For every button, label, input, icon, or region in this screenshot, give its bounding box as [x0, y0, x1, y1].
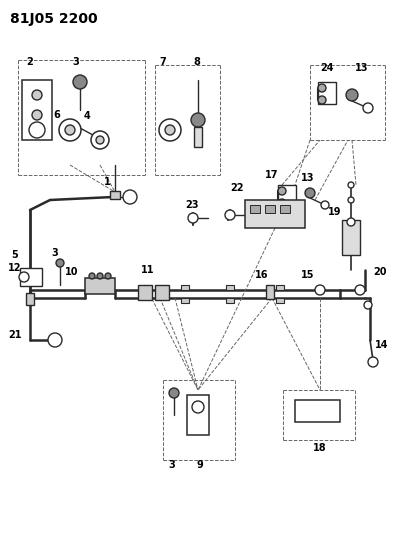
Circle shape	[65, 125, 75, 135]
Text: 5: 5	[12, 250, 19, 260]
Bar	[318, 82, 336, 104]
Text: 9: 9	[197, 460, 203, 470]
Circle shape	[19, 272, 29, 282]
Text: 20: 20	[373, 267, 387, 277]
Bar	[20, 268, 42, 286]
Text: 14: 14	[375, 340, 389, 350]
Circle shape	[315, 285, 325, 295]
Circle shape	[348, 197, 354, 203]
Text: 23: 23	[185, 200, 199, 210]
Text: 7: 7	[160, 57, 166, 67]
Text: 13: 13	[355, 63, 369, 73]
Circle shape	[89, 273, 95, 279]
Bar	[295, 400, 340, 422]
Text: 11: 11	[141, 265, 155, 275]
Circle shape	[278, 199, 286, 207]
Circle shape	[32, 110, 42, 120]
Circle shape	[278, 187, 286, 195]
Circle shape	[191, 113, 205, 127]
Bar	[181, 285, 189, 290]
Text: 1: 1	[104, 177, 110, 187]
Circle shape	[368, 357, 378, 367]
Bar	[26, 293, 34, 305]
Circle shape	[29, 122, 45, 138]
Circle shape	[347, 218, 355, 226]
Circle shape	[91, 131, 109, 149]
Text: 18: 18	[313, 443, 327, 453]
Text: 17: 17	[265, 170, 279, 180]
Text: 13: 13	[301, 173, 315, 183]
Circle shape	[192, 401, 204, 413]
Circle shape	[159, 119, 181, 141]
Text: 4: 4	[84, 111, 90, 121]
Circle shape	[346, 89, 358, 101]
Bar	[85, 278, 115, 294]
Bar	[155, 285, 169, 300]
Bar	[187, 395, 209, 435]
Circle shape	[105, 273, 111, 279]
Bar	[226, 285, 234, 290]
Text: 3: 3	[52, 248, 58, 258]
Bar	[280, 205, 290, 213]
Circle shape	[348, 182, 354, 188]
Text: 8: 8	[193, 57, 201, 67]
Circle shape	[165, 125, 175, 135]
Text: 81J05 2200: 81J05 2200	[10, 12, 98, 26]
Circle shape	[97, 273, 103, 279]
Circle shape	[321, 201, 329, 209]
Circle shape	[32, 90, 42, 100]
Circle shape	[96, 136, 104, 144]
Circle shape	[59, 119, 81, 141]
Text: 3: 3	[169, 460, 175, 470]
Circle shape	[48, 333, 62, 347]
Bar	[276, 298, 284, 303]
Text: 2: 2	[27, 57, 33, 67]
Text: 24: 24	[320, 63, 334, 73]
Bar	[181, 298, 189, 303]
Bar	[342, 220, 360, 255]
Bar	[278, 185, 296, 207]
Circle shape	[169, 388, 179, 398]
Text: 21: 21	[8, 330, 22, 340]
Circle shape	[123, 190, 137, 204]
Bar	[194, 127, 202, 147]
Bar	[22, 80, 52, 140]
Circle shape	[305, 188, 315, 198]
Circle shape	[364, 301, 372, 309]
Bar	[245, 200, 305, 228]
Text: 10: 10	[65, 267, 79, 277]
Circle shape	[225, 210, 235, 220]
Bar	[110, 191, 120, 199]
Circle shape	[363, 103, 373, 113]
Circle shape	[355, 285, 365, 295]
Text: 12: 12	[8, 263, 22, 273]
Text: 15: 15	[301, 270, 315, 280]
Text: 16: 16	[255, 270, 269, 280]
Bar	[266, 285, 274, 299]
Bar	[265, 205, 275, 213]
Text: 19: 19	[328, 207, 342, 217]
Bar	[276, 285, 284, 290]
Circle shape	[73, 75, 87, 89]
Text: 22: 22	[230, 183, 244, 193]
Circle shape	[318, 96, 326, 104]
Text: 6: 6	[54, 110, 60, 120]
Circle shape	[188, 213, 198, 223]
Bar	[250, 205, 260, 213]
Text: 3: 3	[72, 57, 79, 67]
Bar	[226, 298, 234, 303]
Bar	[138, 285, 152, 300]
Circle shape	[318, 84, 326, 92]
Circle shape	[56, 259, 64, 267]
